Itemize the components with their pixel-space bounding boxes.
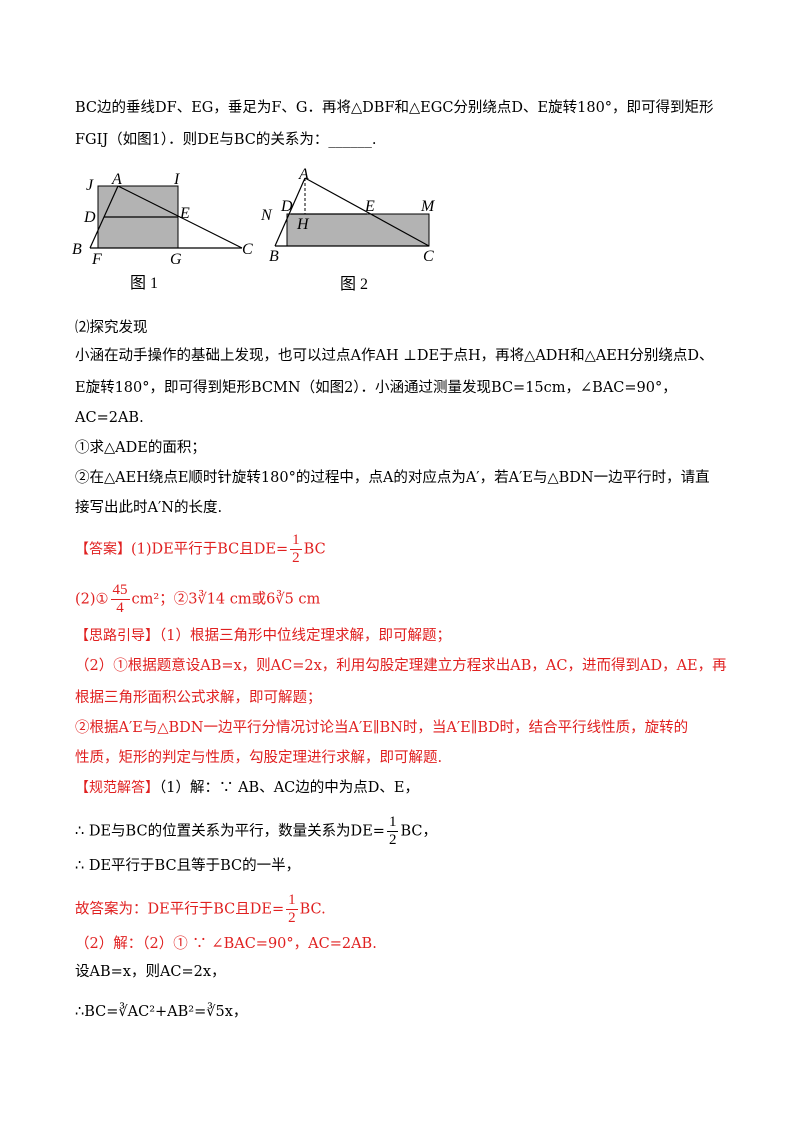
problem-line-7: ①求△ADE的面积； — [75, 440, 206, 456]
answer-fraction-2: 45 4 — [110, 582, 130, 617]
figure-2: A D E M N H B C 图 2 — [255, 165, 445, 298]
figure-2-diagram: A D E M N H B C 图 2 — [260, 166, 436, 293]
fraction-denominator: 2 — [288, 910, 296, 926]
solution-line-6: 设AB=x，则AC=2x， — [75, 964, 226, 980]
solution-text-4-tail: BC. — [299, 901, 326, 918]
answer-part-1: (1)DE平行于BC且DE= — [131, 541, 289, 558]
label-d: D — [280, 198, 293, 215]
answer-part-2-tail: cm²；②3∛14 cm或6∛5 cm — [131, 591, 321, 608]
label-g: G — [170, 251, 182, 268]
label-b: B — [72, 241, 82, 258]
label-d: D — [83, 209, 96, 226]
hint-line-2: （2）①根据题意设AB=x，则AC=2x，利用勾股定理建立方程求出AB，AC，进… — [75, 658, 727, 674]
hint-text-1: （1）根据三角形中位线定理求解，即可解题； — [159, 628, 451, 644]
solution-line-2: ∴ DE与BC的位置关系为平行，数量关系为DE= 1 2 BC， — [75, 814, 437, 849]
answer-part-1-tail: BC — [303, 541, 326, 558]
fraction-denominator: 4 — [116, 600, 124, 616]
hint-line-3: 根据三角形面积公式求解，即可解题； — [75, 690, 322, 706]
solution-line-1: 【规范解答】（1）解：∵ AB、AC边的中为点D、E， — [75, 778, 419, 798]
answer-line-2: (2)① 45 4 cm²；②3∛14 cm或6∛5 cm — [75, 582, 320, 617]
problem-line-8: ②在△AEH绕点E顺时针旋转180°的过程中，点A的对应点为A′，若A′E与△B… — [75, 470, 710, 486]
answer-part-2: (2)① — [75, 591, 109, 608]
answer-tag: 【答案】 — [75, 541, 131, 558]
hint-line-5: 性质，矩形的判定与性质，勾股定理进行求解，即可解题. — [75, 750, 443, 766]
figure-2-caption: 图 2 — [340, 276, 368, 293]
hint-tag: 【思路引导】 — [75, 628, 159, 644]
rectangle-bcmn — [286, 213, 430, 247]
label-i: I — [173, 171, 180, 188]
solution-line-4: 故答案为：DE平行于BC且DE= 1 2 BC. — [75, 892, 326, 927]
figure-1-diagram: J A I D E B F G C 图 1 — [72, 171, 253, 292]
label-e: E — [364, 198, 375, 215]
solution-line-3: ∴ DE平行于BC且等于BC的一半， — [75, 858, 301, 874]
label-h: H — [296, 216, 310, 233]
problem-line-5: E旋转180°，即可得到矩形BCMN（如图2）．小涵通过测量发现BC=15cm，… — [75, 380, 677, 396]
label-f: F — [91, 251, 102, 268]
segment-ab — [274, 177, 306, 247]
label-e: E — [179, 205, 190, 222]
fraction-denominator: 2 — [292, 550, 300, 566]
label-a: A — [298, 166, 309, 183]
figure-1-caption: 图 1 — [130, 275, 158, 292]
label-c: C — [242, 241, 253, 258]
problem-line-6: AC=2AB. — [75, 410, 144, 426]
problem-line-1: BC边的垂线DF、EG，垂足为F、G．再将△DBF和△EGC分别绕点D、E旋转1… — [75, 100, 714, 116]
fraction-denominator: 2 — [388, 832, 397, 848]
solution-text-1: （1）解：∵ AB、AC边的中为点D、E， — [159, 780, 419, 796]
label-a: A — [111, 171, 122, 188]
label-b: B — [269, 248, 279, 265]
label-n: N — [260, 207, 273, 224]
problem-line-4: 小涵在动手操作的基础上发现，也可以过点A作AH ⊥DE于点H，再将△ADH和△A… — [75, 348, 714, 364]
problem-line-2: FGIJ（如图1）．则DE与BC的关系为：______. — [75, 132, 377, 148]
problem-line-9: 接写出此时A′N的长度. — [75, 500, 223, 516]
solution-line-7: ∴BC=∛AC²+AB²=∛5x， — [75, 1004, 248, 1020]
section-heading-explore: ⑵探究发现 — [75, 320, 148, 336]
label-j: J — [86, 177, 94, 194]
fraction-numerator: 1 — [290, 532, 302, 550]
solution-text-2: ∴ DE与BC的位置关系为平行，数量关系为DE= — [75, 823, 385, 840]
fraction-numerator: 1 — [286, 892, 298, 910]
segment-ac — [304, 177, 430, 247]
fraction-numerator: 45 — [110, 582, 130, 600]
solution-text-4: 故答案为：DE平行于BC且DE= — [75, 901, 285, 918]
label-c: C — [423, 248, 434, 265]
solution-tag: 【规范解答】 — [75, 780, 159, 796]
answer-line-1: 【答案】(1)DE平行于BC且DE= 1 2 BC — [75, 532, 326, 567]
fraction-numerator: 1 — [386, 814, 399, 832]
hint-line-1: 【思路引导】（1）根据三角形中位线定理求解，即可解题； — [75, 626, 451, 646]
segment-ac — [117, 185, 243, 249]
solution-text-5: （2）解：（2）① ∵ ∠BAC=90°，AC=2AB. — [75, 936, 377, 952]
hint-line-4: ②根据A′E与△BDN一边平行分情况讨论当A′E∥BN时，当A′E∥BD时，结合… — [75, 720, 689, 736]
label-m: M — [420, 198, 436, 215]
solution-line-5: （2）解：（2）① ∵ ∠BAC=90°，AC=2AB. — [75, 934, 377, 954]
figure-1: J A I D E B F G C 图 1 — [70, 168, 270, 298]
solution-text-2-tail: BC， — [400, 823, 437, 840]
